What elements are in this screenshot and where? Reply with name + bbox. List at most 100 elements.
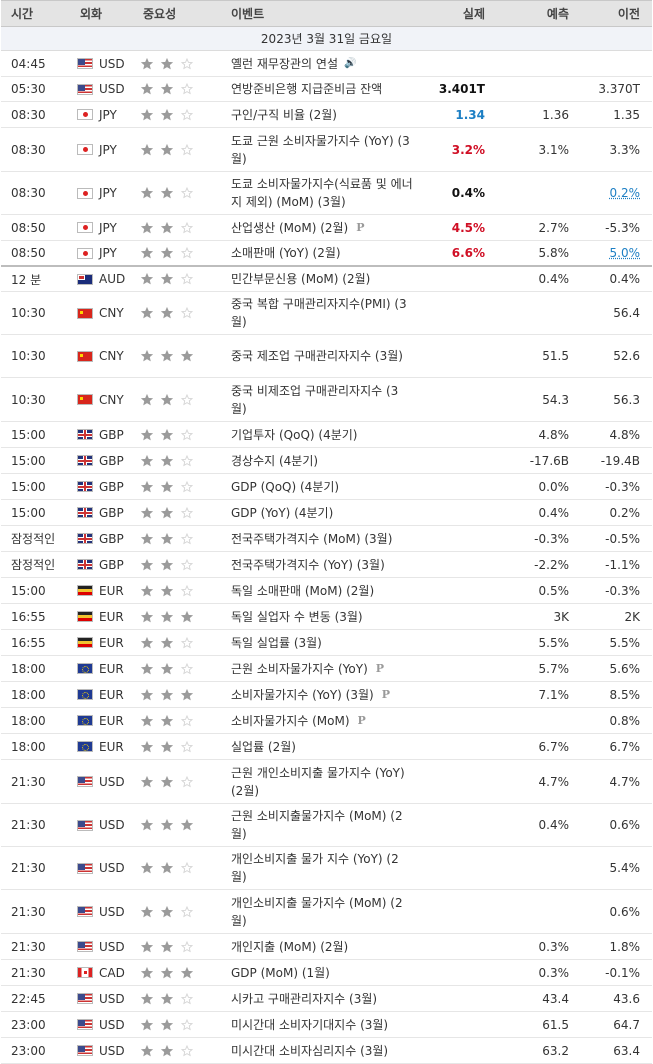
event-name-text[interactable]: 기업투자 (QoQ) (4분기) bbox=[231, 426, 357, 444]
event-name-text[interactable]: 개인소비지출 물가지수 (MoM) (2월) bbox=[231, 894, 413, 930]
event-name-text[interactable]: 소비자물가지수 (MoM) bbox=[231, 712, 350, 730]
header-currency[interactable]: 외화 bbox=[65, 5, 133, 22]
event-name[interactable]: GDP (QoQ) (4분기) bbox=[223, 478, 413, 496]
event-row[interactable]: 12 분 AUD 민간부문신용 (MoM) (2월) 0.4% 0.4% bbox=[1, 267, 652, 292]
event-name-text[interactable]: 전국주택가격지수 (MoM) (3월) bbox=[231, 530, 392, 548]
event-row[interactable]: 05:30 USD 연방준비은행 지급준비금 잔액 3.401T 3.370T bbox=[1, 77, 652, 102]
event-name-text[interactable]: 독일 소매판매 (MoM) (2월) bbox=[231, 582, 374, 600]
event-name[interactable]: 독일 소매판매 (MoM) (2월) bbox=[223, 582, 413, 600]
event-name-text[interactable]: 미시간대 소비자기대지수 (3월) bbox=[231, 1016, 388, 1034]
previous-value[interactable]: 0.2% bbox=[569, 186, 652, 200]
event-row[interactable]: 15:00 GBP GDP (YoY) (4분기) 0.4% 0.2% bbox=[1, 500, 652, 526]
event-row[interactable]: 18:00 EUR 소비자물가지수 (MoM) P 0.8% bbox=[1, 708, 652, 734]
event-name[interactable]: 옐런 재무장관의 연설 🔊 bbox=[223, 55, 413, 73]
event-name-text[interactable]: 구인/구직 비율 (2월) bbox=[231, 106, 337, 124]
event-row[interactable]: 10:30 CNY 중국 비제조업 구매관리자지수 (3월) 54.3 56.3 bbox=[1, 378, 652, 422]
event-name[interactable]: GDP (MoM) (1월) bbox=[223, 964, 413, 982]
event-name[interactable]: 소비자물가지수 (MoM) P bbox=[223, 712, 413, 730]
event-name[interactable]: GDP (YoY) (4분기) bbox=[223, 504, 413, 522]
event-row[interactable]: 04:45 USD 옐런 재무장관의 연설 🔊 bbox=[1, 51, 652, 77]
event-row[interactable]: 15:00 GBP GDP (QoQ) (4분기) 0.0% -0.3% bbox=[1, 474, 652, 500]
event-name-text[interactable]: 근원 소비자물가지수 (YoY) bbox=[231, 660, 368, 678]
event-row[interactable]: 08:30 JPY 구인/구직 비율 (2월) 1.34 1.36 1.35 bbox=[1, 102, 652, 128]
event-name-text[interactable]: 도쿄 소비자물가지수(식료품 및 에너지 제외) (MoM) (3월) bbox=[231, 175, 413, 211]
event-name-text[interactable]: 미시간대 소비자심리지수 (3월) bbox=[231, 1042, 388, 1060]
event-row[interactable]: 21:30 USD 근원 소비지출물가지수 (MoM) (2월) 0.4% 0.6% bbox=[1, 804, 652, 847]
speaker-icon[interactable]: 🔊 bbox=[344, 55, 356, 73]
event-name-text[interactable]: 소매판매 (YoY) (2월) bbox=[231, 244, 341, 262]
event-name[interactable]: 미시간대 소비자기대지수 (3월) bbox=[223, 1016, 413, 1034]
event-name[interactable]: 개인소비지출 물가지수 (MoM) (2월) bbox=[223, 894, 413, 930]
event-name-text[interactable]: 독일 실업률 (3월) bbox=[231, 634, 322, 652]
event-name-text[interactable]: 소비자물가지수 (YoY) (3월) bbox=[231, 686, 374, 704]
event-row[interactable]: 08:50 JPY 산업생산 (MoM) (2월) P 4.5% 2.7% -5.3% bbox=[1, 215, 652, 241]
event-name[interactable]: 도쿄 소비자물가지수(식료품 및 에너지 제외) (MoM) (3월) bbox=[223, 175, 413, 211]
previous-value[interactable]: 5.0% bbox=[569, 246, 652, 260]
event-name[interactable]: 중국 제조업 구매관리자지수 (3월) bbox=[223, 347, 413, 365]
event-name[interactable]: 구인/구직 비율 (2월) bbox=[223, 106, 413, 124]
header-previous[interactable]: 이전 bbox=[569, 5, 652, 22]
event-name[interactable]: 기업투자 (QoQ) (4분기) bbox=[223, 426, 413, 444]
header-actual[interactable]: 실제 bbox=[413, 5, 495, 22]
event-name[interactable]: 연방준비은행 지급준비금 잔액 bbox=[223, 80, 413, 98]
event-name-text[interactable]: 연방준비은행 지급준비금 잔액 bbox=[231, 80, 382, 98]
event-name[interactable]: 근원 소비자물가지수 (YoY) P bbox=[223, 660, 413, 678]
event-name-text[interactable]: 시카고 구매관리자지수 (3월) bbox=[231, 990, 377, 1008]
event-row[interactable]: 잠정적인 GBP 전국주택가격지수 (YoY) (3월) -2.2% -1.1% bbox=[1, 552, 652, 578]
event-name-text[interactable]: 옐런 재무장관의 연설 bbox=[231, 55, 338, 73]
event-row[interactable]: 23:00 USD 미시간대 소비자심리지수 (3월) 63.2 63.4 bbox=[1, 1038, 652, 1064]
event-name-text[interactable]: 중국 비제조업 구매관리자지수 (3월) bbox=[231, 382, 413, 418]
event-name[interactable]: 실업률 (2월) bbox=[223, 738, 413, 756]
event-row[interactable]: 18:00 EUR 근원 소비자물가지수 (YoY) P 5.7% 5.6% bbox=[1, 656, 652, 682]
event-name[interactable]: 독일 실업률 (3월) bbox=[223, 634, 413, 652]
event-row[interactable]: 16:55 EUR 독일 실업자 수 변동 (3월) 3K 2K bbox=[1, 604, 652, 630]
event-name[interactable]: 소비자물가지수 (YoY) (3월) P bbox=[223, 686, 413, 704]
event-name[interactable]: 독일 실업자 수 변동 (3월) bbox=[223, 608, 413, 626]
event-row[interactable]: 15:00 GBP 기업투자 (QoQ) (4분기) 4.8% 4.8% bbox=[1, 422, 652, 448]
event-name[interactable]: 산업생산 (MoM) (2월) P bbox=[223, 219, 413, 237]
event-name[interactable]: 개인소비지출 물가 지수 (YoY) (2월) bbox=[223, 850, 413, 886]
event-row[interactable]: 15:00 GBP 경상수지 (4분기) -17.6B -19.4B bbox=[1, 448, 652, 474]
event-name[interactable]: 중국 복합 구매관리자지수(PMI) (3월) bbox=[223, 295, 413, 331]
event-row[interactable]: 08:30 JPY 도쿄 소비자물가지수(식료품 및 에너지 제외) (MoM) (… bbox=[1, 172, 652, 215]
previous-value-text[interactable]: 5.0% bbox=[610, 246, 641, 260]
event-row[interactable]: 10:30 CNY 중국 제조업 구매관리자지수 (3월) 51.5 52.6 bbox=[1, 335, 652, 378]
event-name-text[interactable]: 근원 개인소비지출 물가지수 (YoY) (2월) bbox=[231, 764, 413, 800]
event-name-text[interactable]: 개인지출 (MoM) (2월) bbox=[231, 938, 348, 956]
event-row[interactable]: 잠정적인 GBP 전국주택가격지수 (MoM) (3월) -0.3% -0.5% bbox=[1, 526, 652, 552]
event-row[interactable]: 15:00 EUR 독일 소매판매 (MoM) (2월) 0.5% -0.3% bbox=[1, 578, 652, 604]
event-name-text[interactable]: 중국 제조업 구매관리자지수 (3월) bbox=[231, 347, 403, 365]
event-name[interactable]: 소매판매 (YoY) (2월) bbox=[223, 244, 413, 262]
event-name-text[interactable]: 독일 실업자 수 변동 (3월) bbox=[231, 608, 363, 626]
event-name-text[interactable]: GDP (YoY) (4분기) bbox=[231, 504, 333, 522]
event-row[interactable]: 18:00 EUR 소비자물가지수 (YoY) (3월) P 7.1% 8.5% bbox=[1, 682, 652, 708]
event-name-text[interactable]: 전국주택가격지수 (YoY) (3월) bbox=[231, 556, 385, 574]
event-name[interactable]: 개인지출 (MoM) (2월) bbox=[223, 938, 413, 956]
event-name[interactable]: 미시간대 소비자심리지수 (3월) bbox=[223, 1042, 413, 1060]
event-row[interactable]: 21:30 CAD GDP (MoM) (1월) 0.3% -0.1% bbox=[1, 960, 652, 986]
event-name-text[interactable]: 도쿄 근원 소비자물가지수 (YoY) (3월) bbox=[231, 132, 413, 168]
header-time[interactable]: 시간 bbox=[1, 5, 65, 22]
event-row[interactable]: 10:30 CNY 중국 복합 구매관리자지수(PMI) (3월) 56.4 bbox=[1, 292, 652, 335]
event-name-text[interactable]: 경상수지 (4분기) bbox=[231, 452, 318, 470]
event-name[interactable]: 민간부문신용 (MoM) (2월) bbox=[223, 270, 413, 288]
event-name-text[interactable]: 중국 복합 구매관리자지수(PMI) (3월) bbox=[231, 295, 413, 331]
event-row[interactable]: 18:00 EUR 실업률 (2월) 6.7% 6.7% bbox=[1, 734, 652, 760]
event-name-text[interactable]: GDP (MoM) (1월) bbox=[231, 964, 330, 982]
event-name-text[interactable]: 실업률 (2월) bbox=[231, 738, 296, 756]
event-name[interactable]: 근원 소비지출물가지수 (MoM) (2월) bbox=[223, 807, 413, 843]
event-row[interactable]: 21:30 USD 개인소비지출 물가 지수 (YoY) (2월) 5.4% bbox=[1, 847, 652, 890]
event-name[interactable]: 중국 비제조업 구매관리자지수 (3월) bbox=[223, 382, 413, 418]
header-importance[interactable]: 중요성 bbox=[133, 5, 223, 22]
previous-value-text[interactable]: 0.2% bbox=[610, 186, 641, 200]
event-row[interactable]: 21:30 USD 개인지출 (MoM) (2월) 0.3% 1.8% bbox=[1, 934, 652, 960]
event-row[interactable]: 08:50 JPY 소매판매 (YoY) (2월) 6.6% 5.8% 5.0% bbox=[1, 241, 652, 267]
event-row[interactable]: 21:30 USD 근원 개인소비지출 물가지수 (YoY) (2월) 4.7% 4.7… bbox=[1, 760, 652, 804]
event-name-text[interactable]: 민간부문신용 (MoM) (2월) bbox=[231, 270, 370, 288]
event-row[interactable]: 23:00 USD 미시간대 소비자기대지수 (3월) 61.5 64.7 bbox=[1, 1012, 652, 1038]
event-row[interactable]: 21:30 USD 개인소비지출 물가지수 (MoM) (2월) 0.6% bbox=[1, 890, 652, 934]
event-row[interactable]: 22:45 USD 시카고 구매관리자지수 (3월) 43.4 43.6 bbox=[1, 986, 652, 1012]
event-name[interactable]: 경상수지 (4분기) bbox=[223, 452, 413, 470]
event-name[interactable]: 도쿄 근원 소비자물가지수 (YoY) (3월) bbox=[223, 132, 413, 168]
event-name-text[interactable]: 개인소비지출 물가 지수 (YoY) (2월) bbox=[231, 850, 413, 886]
